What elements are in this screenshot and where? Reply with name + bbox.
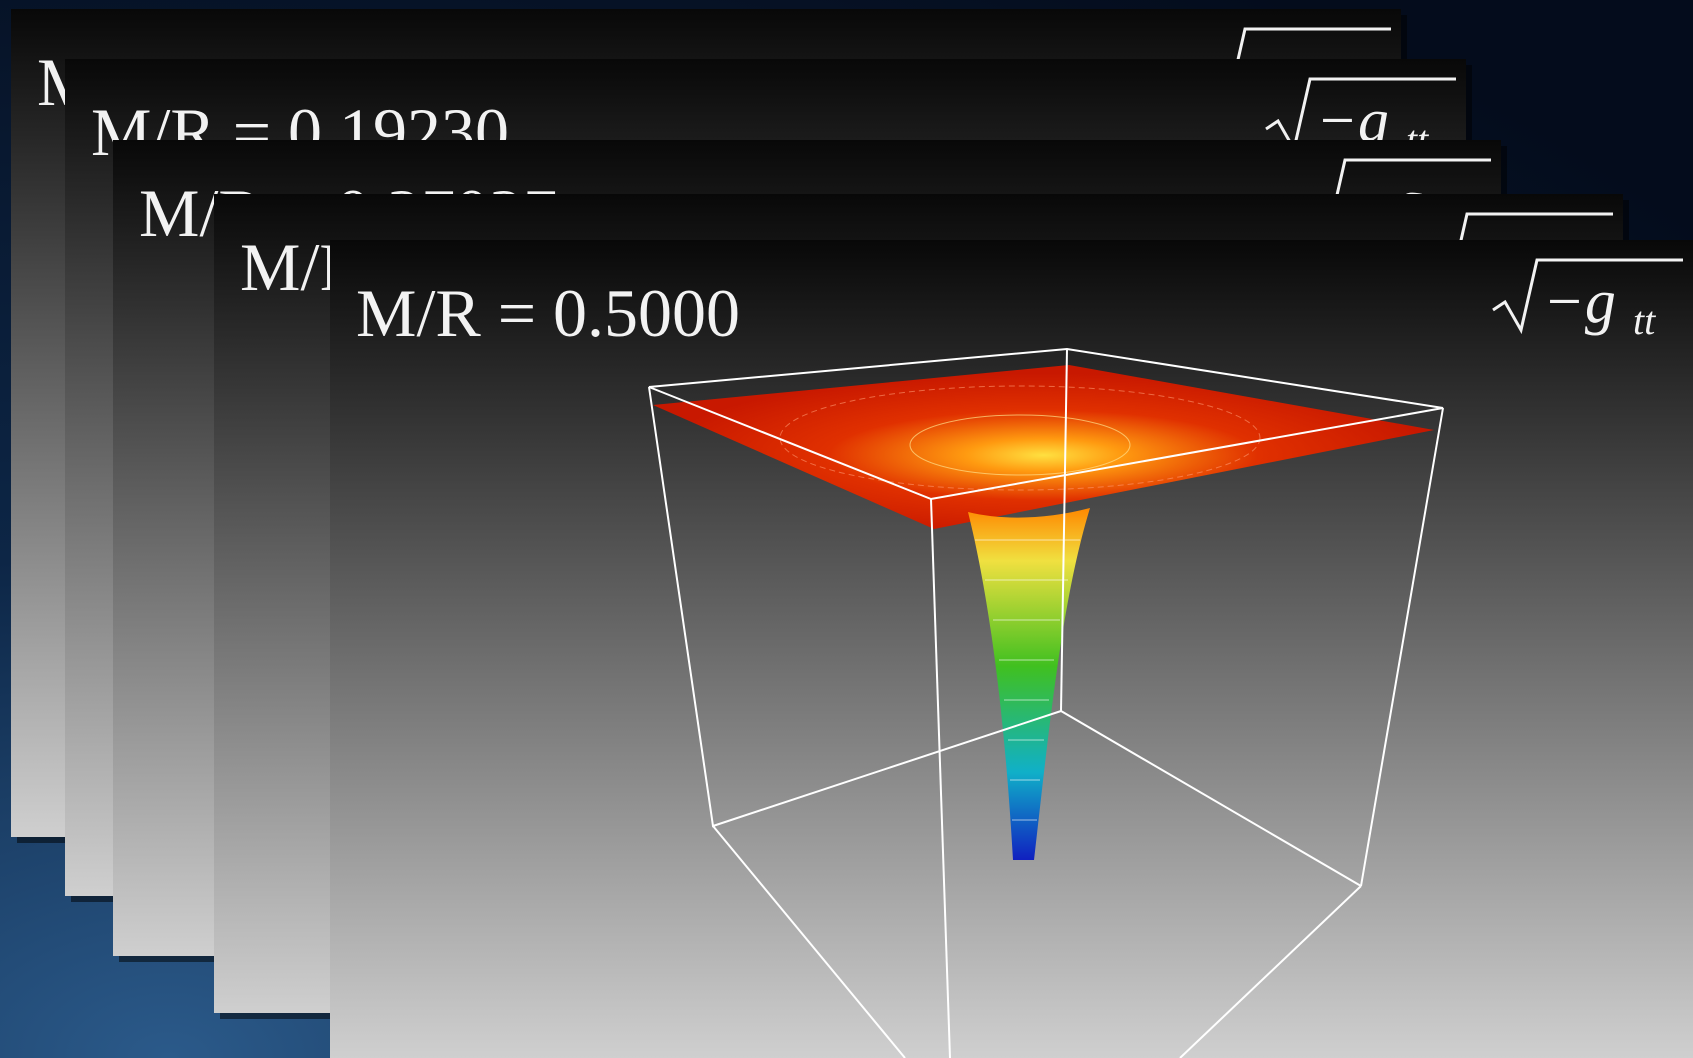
potential-plane	[653, 365, 1434, 529]
bounding-box	[648, 347, 1444, 1058]
funnel-rings	[975, 539, 1080, 821]
metric-symbol: −g	[1543, 268, 1616, 336]
funnel-visualization	[648, 347, 1444, 1058]
contour	[779, 385, 1261, 491]
contour	[909, 414, 1131, 476]
funnel	[968, 508, 1090, 860]
metric-subscript: tt	[1633, 298, 1656, 343]
root-sign	[1492, 258, 1683, 335]
panel-label: M/R = 0.5000	[356, 275, 740, 351]
